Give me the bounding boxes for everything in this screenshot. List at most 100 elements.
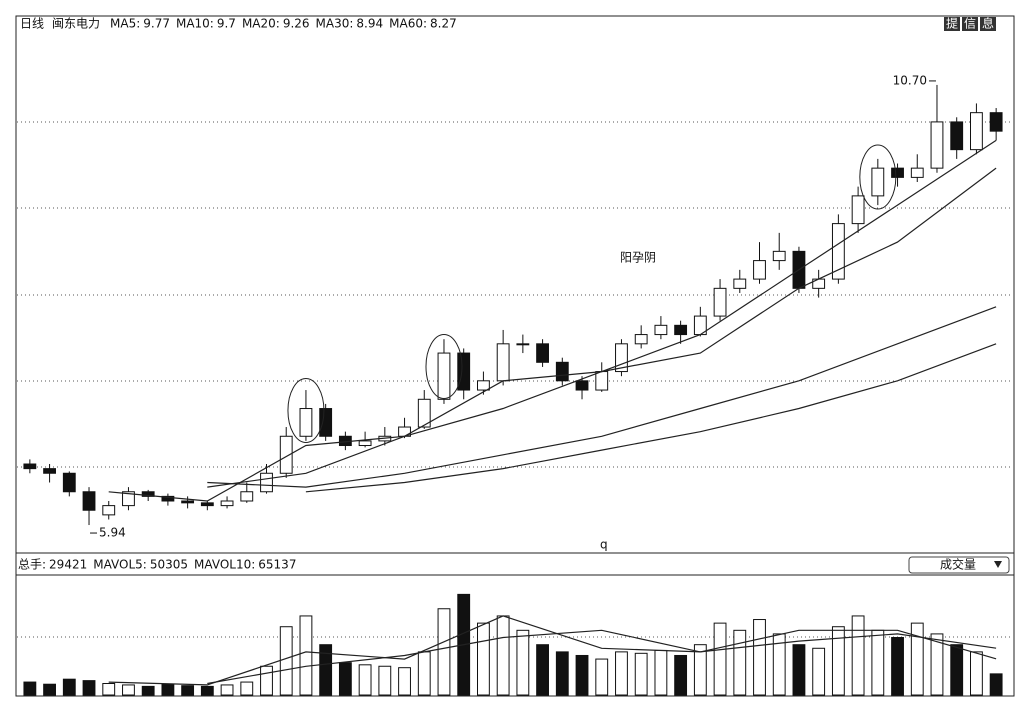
volume-bar bbox=[260, 665, 273, 696]
volume-bar bbox=[378, 665, 392, 696]
candle-body bbox=[910, 167, 924, 178]
volume-bar bbox=[417, 651, 431, 696]
candle-body bbox=[102, 505, 116, 516]
ma-line bbox=[207, 167, 997, 488]
candle-body bbox=[516, 343, 530, 346]
candle-body bbox=[181, 500, 195, 504]
volume-bar bbox=[161, 683, 175, 696]
candle-body bbox=[930, 121, 944, 169]
ma-value: 9.7 bbox=[217, 17, 236, 31]
candle-body bbox=[970, 112, 983, 151]
volume-bar bbox=[555, 651, 569, 696]
volume-bar bbox=[654, 649, 668, 696]
volume-header-value: 65137 bbox=[258, 558, 296, 572]
volume-bar bbox=[930, 633, 944, 696]
volume-bar bbox=[279, 626, 293, 696]
candle-body bbox=[733, 278, 747, 289]
volume-header-label: MAVOL10: bbox=[194, 558, 255, 572]
volume-bar bbox=[299, 615, 313, 696]
volume-bar bbox=[102, 683, 116, 696]
candle-body bbox=[161, 495, 175, 502]
volume-ma-line bbox=[207, 629, 997, 685]
candle-body bbox=[536, 343, 549, 363]
volume-header-value: 29421 bbox=[49, 558, 87, 572]
dropdown-arrow bbox=[994, 561, 1002, 568]
candle-body bbox=[220, 500, 234, 507]
high-label: 10.70 bbox=[893, 73, 927, 87]
candle-body bbox=[989, 112, 1003, 132]
ma-line bbox=[108, 139, 997, 502]
volume-header-value: 50305 bbox=[150, 558, 188, 572]
candle-body bbox=[831, 223, 845, 280]
candle-body bbox=[200, 502, 214, 507]
footnote: q bbox=[600, 538, 608, 552]
volume-bar bbox=[398, 667, 411, 696]
volume-bar bbox=[910, 622, 924, 696]
volume-bar bbox=[23, 681, 37, 696]
volume-bar bbox=[82, 680, 96, 696]
volume-bar bbox=[713, 622, 727, 696]
volume-header-label: MAVOL5: bbox=[93, 558, 147, 572]
candle-body bbox=[496, 343, 510, 382]
volume-bar bbox=[891, 637, 904, 696]
period-label: 日线 bbox=[20, 17, 44, 31]
highlight-circle bbox=[287, 377, 325, 443]
volume-header-label: 总手: bbox=[18, 558, 46, 572]
volume-selector-label[interactable]: 成交量 bbox=[940, 557, 976, 572]
candle-body bbox=[595, 371, 609, 391]
candle-body bbox=[358, 440, 372, 447]
highlight-circle bbox=[425, 334, 463, 400]
volume-bar bbox=[753, 619, 766, 696]
ma-label: MA60: bbox=[389, 17, 427, 31]
candle-body bbox=[319, 408, 333, 437]
candle-body bbox=[477, 380, 490, 391]
candle-body bbox=[23, 463, 37, 470]
volume-bar bbox=[871, 629, 885, 696]
volume-bar bbox=[831, 626, 845, 696]
candle-body bbox=[417, 398, 431, 428]
volume-bar bbox=[141, 685, 155, 696]
volume-bar bbox=[634, 652, 648, 696]
ma-value: 8.27 bbox=[430, 17, 457, 31]
candle-body bbox=[122, 491, 135, 507]
ma-value: 9.77 bbox=[143, 17, 170, 31]
volume-ma-line bbox=[108, 615, 997, 686]
ma-label: MA20: bbox=[242, 17, 280, 31]
toolbar-button[interactable] bbox=[980, 17, 996, 31]
stock-name: 闽东电力 bbox=[52, 17, 100, 31]
volume-bar bbox=[674, 654, 688, 696]
candle-body bbox=[713, 287, 727, 317]
candle-body bbox=[82, 491, 96, 511]
volume-bar bbox=[338, 662, 352, 696]
candle-body bbox=[437, 352, 451, 400]
volume-bar bbox=[693, 644, 707, 696]
volume-bar bbox=[516, 629, 530, 696]
candle-body bbox=[950, 121, 964, 151]
candle-body bbox=[772, 250, 786, 262]
candle-body bbox=[240, 491, 254, 502]
volume-bar bbox=[181, 685, 195, 696]
candle-body bbox=[141, 491, 155, 497]
candle-body bbox=[753, 260, 766, 280]
toolbar-button[interactable] bbox=[944, 17, 960, 31]
candle-body bbox=[615, 343, 628, 373]
volume-bar bbox=[43, 683, 56, 696]
volume-selector[interactable] bbox=[908, 556, 1010, 574]
candle-body bbox=[43, 468, 56, 474]
candle-body bbox=[634, 334, 648, 345]
volume-bar bbox=[240, 681, 254, 696]
volume-bar bbox=[477, 622, 490, 696]
volume-bar bbox=[319, 644, 333, 696]
toolbar-button[interactable] bbox=[962, 17, 978, 31]
toolbar-button-label: 信 bbox=[964, 17, 976, 31]
ma-label: MA5: bbox=[110, 17, 140, 31]
volume-bar bbox=[950, 644, 964, 696]
volume-bar bbox=[122, 684, 135, 696]
volume-bar bbox=[595, 658, 609, 696]
ma-label: MA10: bbox=[176, 17, 214, 31]
volume-bar bbox=[200, 685, 214, 696]
candle-body bbox=[260, 472, 273, 493]
frame bbox=[15, 15, 1015, 697]
volume-bar bbox=[615, 651, 628, 696]
toolbar-button-label: 息 bbox=[982, 16, 994, 31]
